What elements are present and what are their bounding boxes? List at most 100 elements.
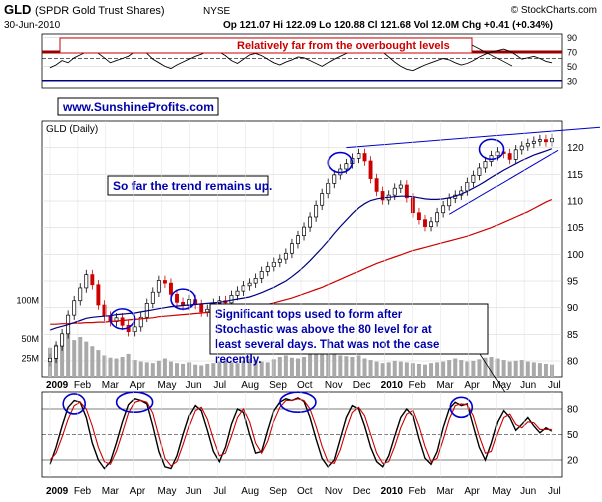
volume-bar	[489, 357, 494, 377]
x-tick-label: Dec	[353, 380, 371, 391]
price-candle	[169, 282, 173, 295]
x-tick-label: Feb	[74, 380, 92, 391]
volume-bar	[459, 360, 464, 377]
volume-bar	[380, 363, 385, 377]
volume-bar	[295, 358, 300, 377]
volume-bar	[483, 357, 488, 377]
x-tick-label: Mar	[102, 380, 120, 391]
price-candle	[314, 204, 319, 218]
volume-bar	[156, 360, 161, 377]
price-candle	[410, 197, 415, 214]
quote-date: 30-Jun-2010	[4, 20, 61, 31]
volume-bar	[362, 358, 367, 377]
price-tick-label: 120	[567, 143, 584, 154]
volume-bar	[537, 363, 542, 377]
price-candle	[513, 149, 518, 160]
site-label-box	[57, 97, 219, 116]
volume-bar	[78, 337, 83, 377]
price-candle	[72, 300, 77, 316]
trendline	[448, 149, 559, 215]
price-candle	[84, 274, 89, 289]
volume-bar	[90, 346, 95, 377]
ticker-name: (SPDR Gold Trust Shares)	[35, 5, 165, 17]
price-tick-label: 115	[567, 170, 583, 181]
x-tick-label: Jun	[520, 380, 536, 391]
price-candle	[265, 266, 270, 272]
price-tick-label: 95	[567, 277, 579, 288]
rsi-tick-label: 50	[567, 62, 577, 72]
volume-bar	[60, 334, 65, 377]
price-candle	[302, 226, 306, 237]
volume-bar	[416, 363, 421, 377]
x-tick-label: Feb	[74, 486, 92, 497]
volume-bar	[308, 353, 313, 377]
price-tick-label: 110	[567, 197, 583, 208]
stoch-tick-label: 80	[567, 405, 579, 416]
x-tick-label: Jun	[185, 486, 201, 497]
price-candle	[537, 139, 542, 142]
volume-bar	[211, 363, 216, 377]
x-tick-label: Mar	[436, 486, 454, 497]
stoch-tick-label: 50	[567, 430, 579, 441]
volume-bar	[507, 361, 512, 377]
volume-bar	[374, 361, 379, 377]
rsi-note: Relatively far from the overbought level…	[237, 40, 450, 52]
price-candle	[205, 308, 210, 313]
stoch-top-circle	[279, 391, 317, 414]
volume-bar	[435, 362, 440, 377]
volume-bar	[241, 360, 246, 377]
rsi-panel: 30 50 70 90 Relatively far from the overbou…	[41, 33, 577, 89]
price-candle	[423, 219, 427, 227]
x-tick-label: Mar	[102, 486, 120, 497]
volume-bar	[102, 355, 107, 377]
stoch-top-circle	[449, 396, 474, 419]
x-tick-label: Jun	[185, 380, 201, 391]
volume-bar	[453, 358, 458, 377]
x-tick-label: 2010	[381, 486, 404, 497]
rsi-tick-label: 90	[567, 33, 577, 43]
price-candle	[162, 280, 167, 284]
rsi-tick-label: 70	[567, 48, 577, 58]
quote-line: Op 121.07 Hi 122.09 Lo 120.88 Cl 121.68 …	[223, 20, 553, 31]
price-candle	[259, 271, 264, 279]
price-candle	[525, 143, 530, 147]
volume-bar	[441, 361, 446, 377]
price-candle	[229, 295, 234, 304]
volume-bar	[235, 363, 240, 377]
x-tick-label: Aug	[241, 486, 259, 497]
volume-bar	[302, 357, 307, 377]
volume-bar	[283, 355, 288, 377]
price-candle	[271, 261, 276, 267]
volume-bar	[289, 357, 294, 377]
price-candle	[471, 175, 476, 183]
volume-bar	[229, 362, 234, 377]
volume-bar	[477, 359, 482, 377]
volume-bar	[277, 357, 282, 377]
volume-bar	[326, 352, 331, 377]
price-candle	[308, 216, 313, 228]
x-tick-label: Aug	[241, 380, 259, 391]
price-candle	[247, 282, 252, 287]
price-candle	[362, 153, 367, 162]
volume-bar	[422, 364, 427, 377]
x-tick-label: Jul	[213, 486, 226, 497]
ticker-symbol: GLD	[4, 2, 31, 17]
x-tick-label: Apr	[464, 380, 480, 391]
price-panel: GLD (Daily) 80 85 90 95 100 105 110 115 120 25M 5…	[16, 120, 601, 401]
price-candle	[507, 153, 512, 160]
stoch-note-line: least several days. That was not the cas…	[215, 339, 439, 351]
volume-bar	[126, 353, 131, 377]
volume-bar	[332, 353, 337, 377]
price-candle	[277, 258, 282, 263]
price-candle	[241, 285, 246, 292]
price-tick-label: 105	[567, 223, 584, 234]
volume-bar	[386, 362, 391, 377]
volume-bar	[429, 363, 434, 377]
price-candle	[519, 145, 524, 151]
volume-bar	[398, 361, 403, 377]
stoch-note-line: Significant tops used to form after	[215, 309, 403, 321]
volume-bar	[150, 363, 155, 377]
site-label: www.SunshineProfits.com	[62, 100, 214, 114]
price-candle	[435, 212, 440, 223]
